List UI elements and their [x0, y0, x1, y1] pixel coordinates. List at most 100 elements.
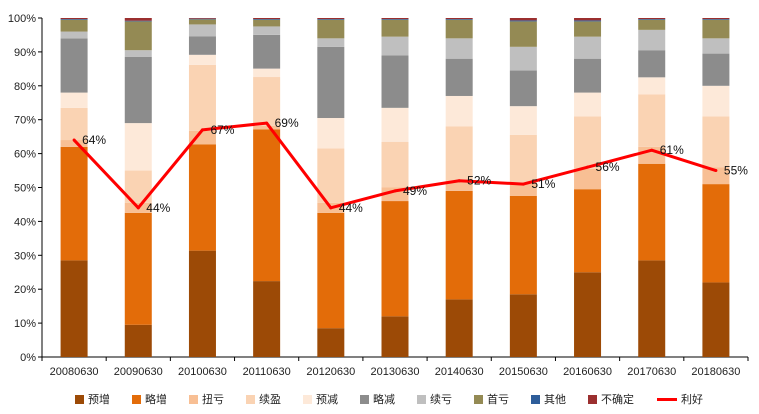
x-tick-label: 20150630 [499, 366, 548, 378]
bar-segment-8 [60, 19, 88, 20]
bar-segment-7 [124, 21, 152, 51]
bar-segment-9 [638, 18, 666, 20]
bar-segment-8 [702, 19, 730, 20]
legend-label: 续亏 [430, 392, 452, 406]
y-tick-label: 100% [8, 13, 36, 25]
bar-segment-0 [188, 250, 216, 357]
legend-item: 首亏 [474, 392, 509, 406]
bar-segment-6 [702, 38, 730, 54]
bar-segment-8 [253, 19, 281, 20]
bar-segment-8 [445, 19, 473, 20]
bar-segment-3 [381, 141, 409, 188]
bar-segment-3 [60, 107, 88, 141]
bar-segment-4 [574, 92, 602, 117]
bar-segment-9 [702, 18, 730, 20]
bar-segment-2 [188, 130, 216, 145]
y-tick-label: 20% [14, 284, 36, 296]
bar-segment-4 [702, 85, 730, 117]
x-tick-label: 20160630 [563, 366, 612, 378]
bar-segment-5 [124, 56, 152, 124]
bar-segment-0 [702, 282, 730, 357]
legend-swatch [303, 395, 312, 404]
bar-segment-6 [124, 50, 152, 57]
bar-segment-7 [702, 19, 730, 39]
legend-item: 不确定 [588, 392, 634, 406]
bar-segment-9 [381, 18, 409, 20]
legend-swatch [531, 395, 540, 404]
bar-segment-9 [509, 18, 537, 21]
bar-segment-8 [124, 20, 152, 22]
bar-stack-20150630 [509, 18, 537, 357]
bar-segment-2 [509, 182, 537, 196]
bar-segment-5 [702, 53, 730, 86]
bar-segment-0 [253, 281, 281, 357]
bar-segment-7 [509, 21, 537, 47]
bar-segment-1 [445, 190, 473, 300]
bar-stack-20100630 [188, 18, 216, 357]
y-tick-label: 40% [14, 216, 36, 228]
x-tick-label: 20110630 [243, 366, 291, 378]
legend-item: 其他 [531, 393, 566, 406]
bar-stack-20080630 [60, 18, 88, 357]
legend-swatch [360, 395, 369, 404]
profit-data-label: 44% [339, 201, 363, 215]
bar-segment-1 [253, 129, 281, 282]
bar-segment-7 [574, 21, 602, 37]
bar-segment-4 [253, 68, 281, 78]
legend-label: 其他 [544, 393, 566, 406]
bar-segment-7 [253, 19, 281, 27]
x-tick-label: 20090630 [114, 366, 163, 378]
bar-segment-6 [60, 31, 88, 39]
profit-point [72, 138, 76, 142]
legend-swatch [75, 395, 84, 404]
profit-data-label: 56% [596, 160, 620, 174]
legend-item: 扭亏 [189, 392, 224, 406]
y-tick-label: 10% [14, 318, 36, 330]
bar-segment-8 [381, 19, 409, 20]
bar-segment-5 [188, 36, 216, 55]
legend-item: 略减 [360, 392, 395, 406]
y-tick-label: 50% [14, 183, 36, 195]
legend-swatch [189, 395, 198, 404]
profit-data-label: 44% [146, 201, 170, 215]
bar-segment-1 [574, 189, 602, 273]
legend: 预增 略增 扭亏 续盈 预减 略减 续亏 首亏 其他 不确定 利好 [75, 392, 703, 406]
profit-point [650, 148, 654, 152]
bar-segment-2 [445, 180, 473, 191]
bar-segment-6 [381, 36, 409, 56]
profit-point [586, 165, 590, 169]
legend-item: 利好 [657, 392, 703, 406]
legend-label: 利好 [681, 392, 703, 406]
profit-point [521, 182, 525, 186]
profit-point [136, 206, 140, 210]
profit-data-label: 67% [210, 123, 234, 137]
legend-item: 略增 [132, 392, 167, 406]
legend-swatch [132, 395, 141, 404]
bar-segment-1 [124, 212, 152, 325]
bar-segment-4 [445, 95, 473, 127]
bar-segment-7 [317, 19, 345, 39]
legend-label: 不确定 [601, 392, 634, 406]
bar-segment-0 [638, 260, 666, 357]
x-tick-label: 20140630 [435, 366, 484, 378]
bar-segment-8 [509, 20, 537, 22]
legend-item: 续盈 [246, 392, 281, 406]
bar-segment-6 [509, 46, 537, 71]
bar-segment-1 [188, 144, 216, 251]
bar-segment-6 [188, 24, 216, 37]
bar-segment-9 [574, 18, 602, 21]
profit-point [714, 169, 718, 173]
bar-segment-4 [509, 106, 537, 135]
bar-stack-20090630 [124, 18, 152, 357]
bar-segment-0 [317, 328, 345, 357]
bar-stack-20180630 [702, 18, 730, 357]
legend-swatch [588, 395, 597, 404]
bar-segment-4 [188, 54, 216, 65]
bar-stack-20140630 [445, 18, 473, 357]
x-tick-label: 20080630 [50, 366, 99, 378]
profit-point [329, 206, 333, 210]
profit-point [265, 121, 269, 125]
x-tick-label: 20170630 [627, 366, 676, 378]
y-tick-label: 90% [14, 47, 36, 59]
profit-data-label: 64% [82, 133, 106, 147]
